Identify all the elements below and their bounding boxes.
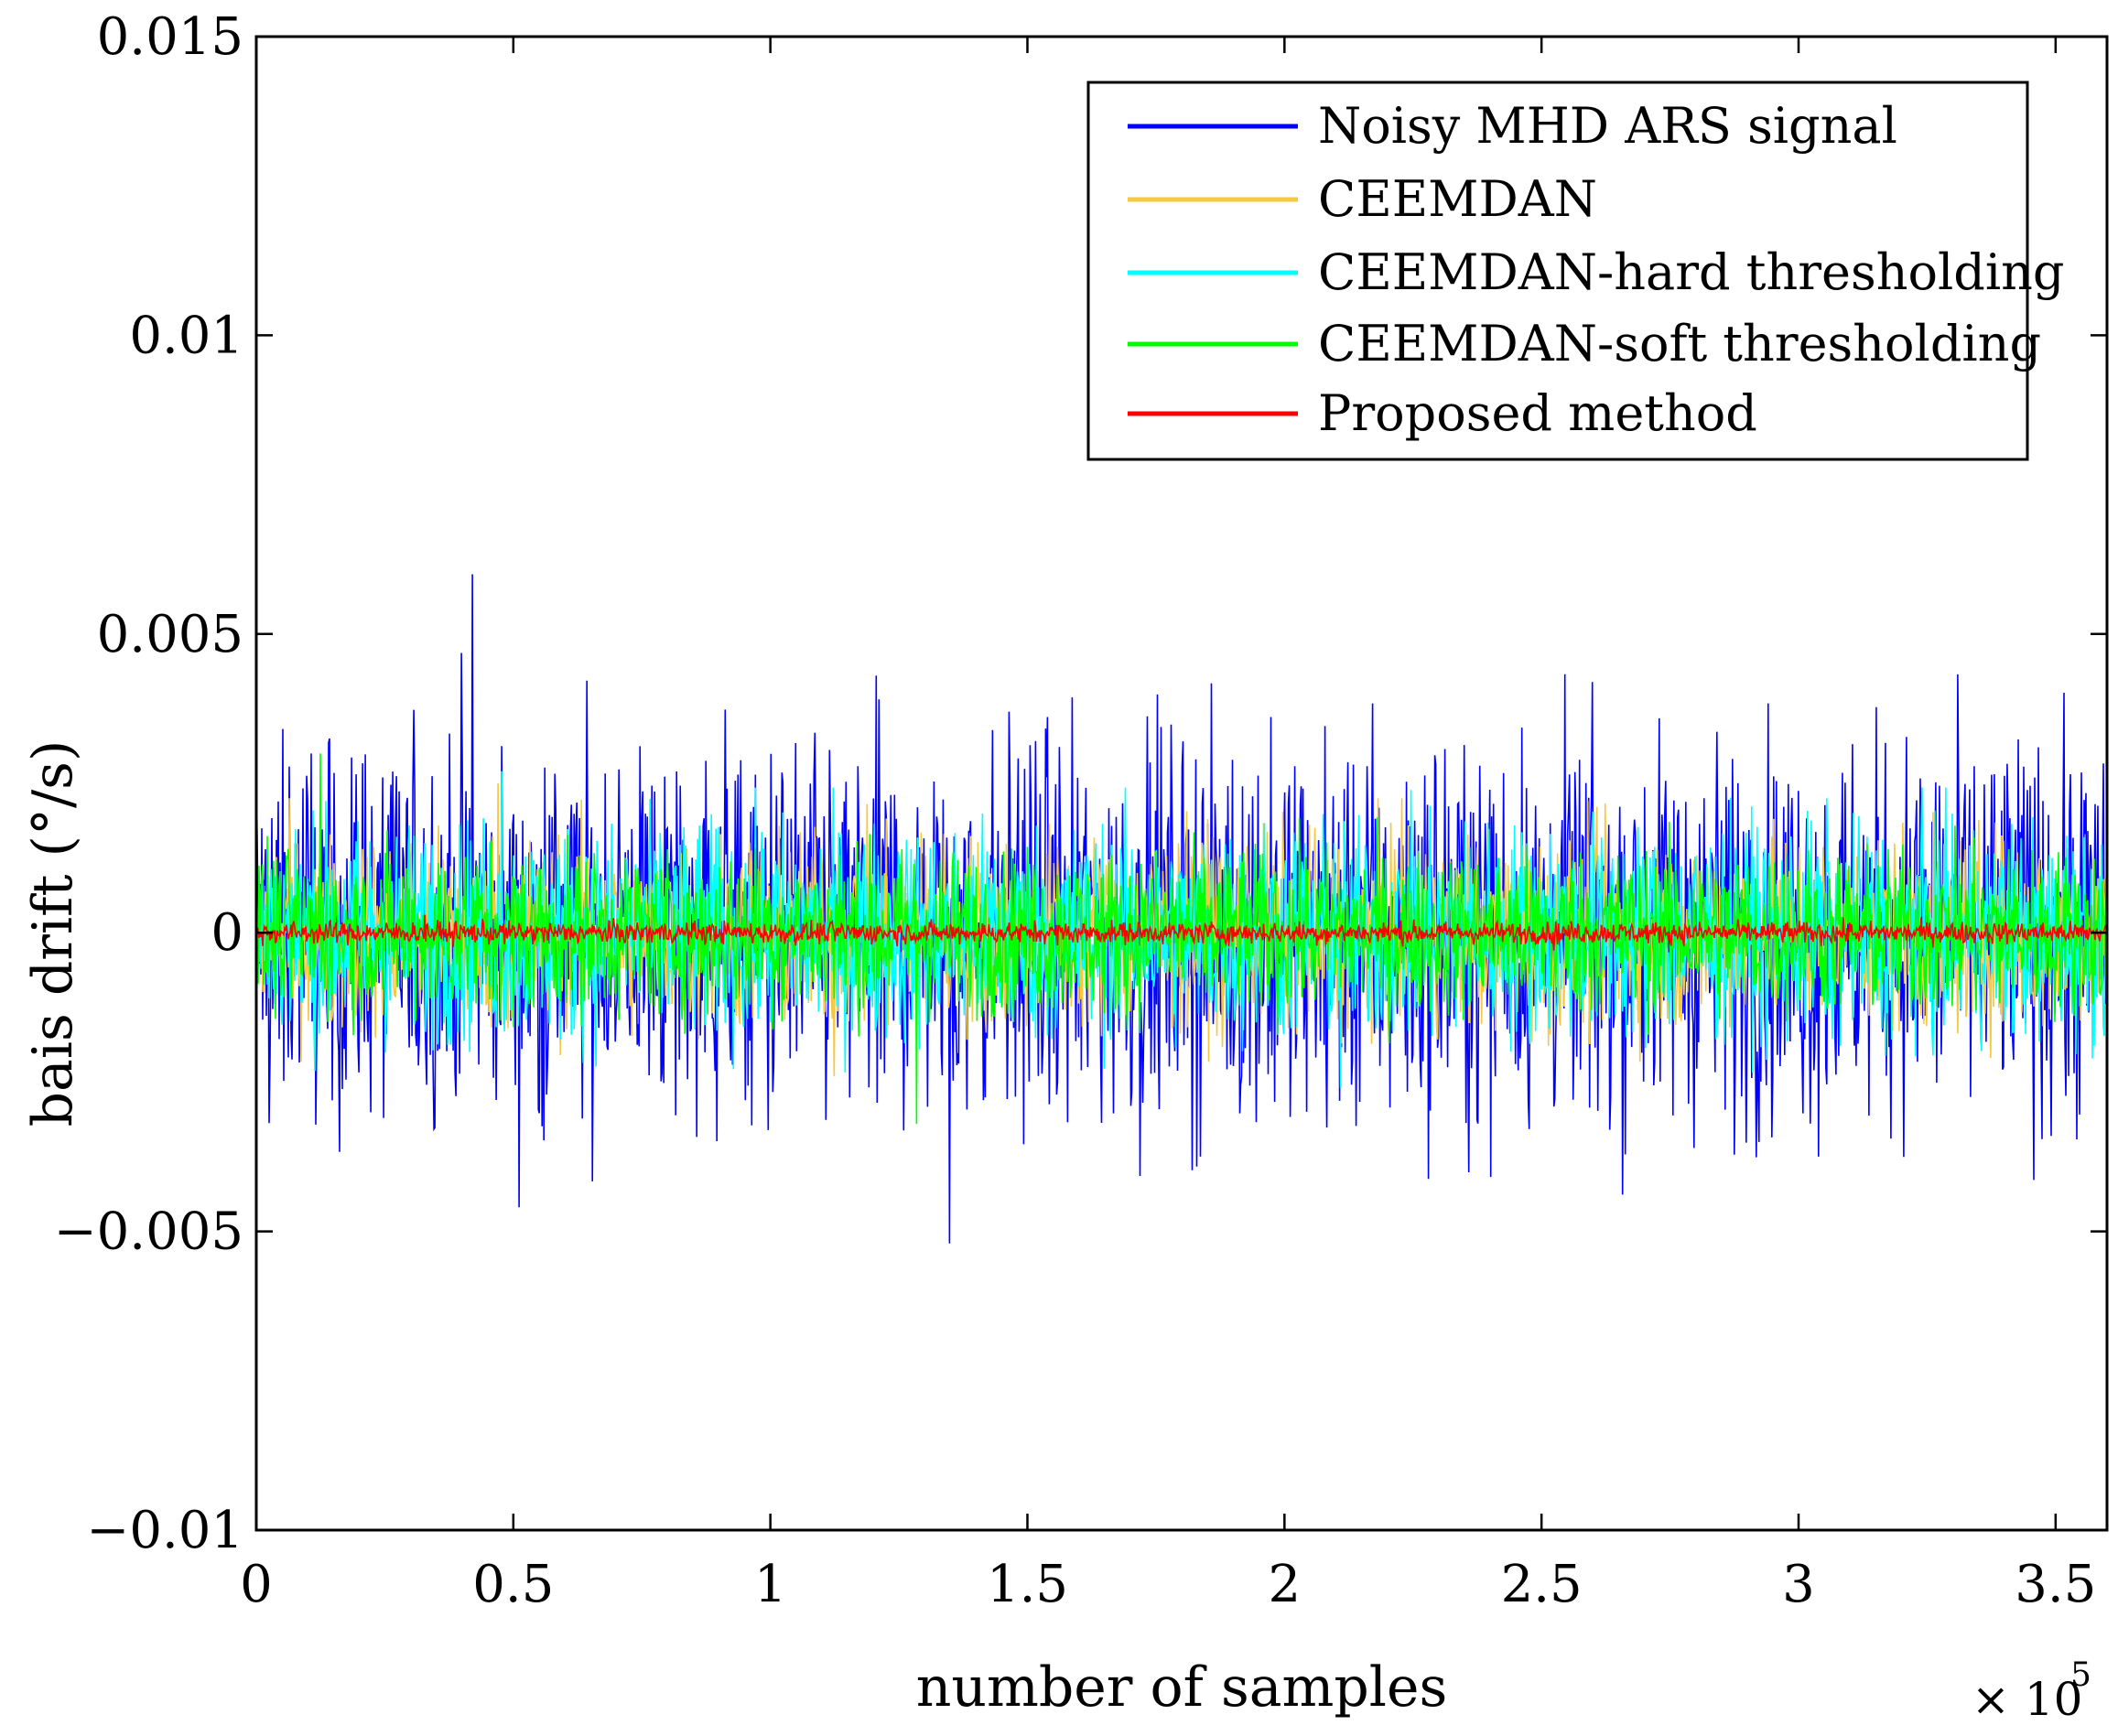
- y-tick-label: 0.015: [97, 7, 243, 67]
- legend-label-2: CEEMDAN-hard thresholding: [1318, 243, 2064, 301]
- y-tick-label: −0.01: [86, 1501, 243, 1560]
- legend-label-1: CEEMDAN: [1318, 170, 1597, 228]
- series-line-4: [255, 914, 2108, 951]
- y-axis-title: bais drift (°/s): [21, 740, 85, 1127]
- series-layer: [255, 574, 2108, 1244]
- x-exponent-label: × 10: [1972, 1673, 2082, 1726]
- x-tick-label: 2.5: [1501, 1555, 1583, 1614]
- tick-layer: 0 0.5 1 1.5 2 2.5 3 3.5 −0.01 −0.005 0 0.005 0.01 0.0…: [54, 7, 2107, 1614]
- x-tick-label: 3.5: [2015, 1555, 2096, 1614]
- x-exponent-power: 5: [2070, 1656, 2091, 1694]
- x-tick-label: 0: [240, 1555, 273, 1614]
- x-tick-label: 1.5: [987, 1555, 1068, 1614]
- y-tick-label: 0.005: [97, 605, 243, 664]
- series-line-3: [255, 753, 2108, 1125]
- x-tick-label: 1: [754, 1555, 787, 1614]
- legend-label-3: CEEMDAN-soft thresholding: [1318, 315, 2041, 372]
- plot-frame: [254, 35, 2109, 1532]
- x-tick-label: 2: [1269, 1555, 1302, 1614]
- y-tick-label: 0: [211, 903, 243, 963]
- x-tick-label: 0.5: [472, 1555, 554, 1614]
- y-tick-label: −0.005: [54, 1202, 243, 1262]
- legend: Noisy MHD ARS signal CEEMDAN CEEMDAN-hard …: [1086, 81, 2064, 461]
- legend-label-4: Proposed method: [1318, 384, 1757, 442]
- x-axis-title: number of samples: [916, 1655, 1448, 1720]
- legend-label-0: Noisy MHD ARS signal: [1318, 97, 1897, 155]
- y-tick-label: 0.01: [129, 306, 243, 365]
- x-tick-label: 3: [1782, 1555, 1815, 1614]
